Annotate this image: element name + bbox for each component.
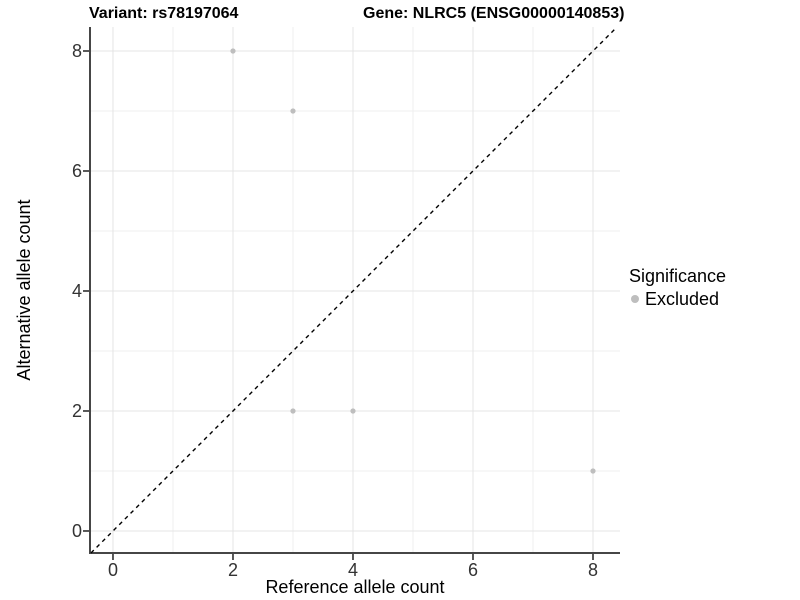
y-tick-label: 0 [72, 521, 82, 541]
y-tick-label: 6 [72, 161, 82, 181]
y-axis-title: Alternative allele count [14, 199, 34, 381]
x-axis-title: Reference allele count [265, 577, 445, 597]
legend-point-icon [631, 295, 639, 303]
data-point [290, 108, 296, 114]
y-tick-label: 2 [72, 401, 82, 421]
x-tick-label: 2 [228, 560, 238, 580]
plot-title-gene: Gene: NLRC5 (ENSG00000140853) [363, 5, 625, 22]
data-point [350, 408, 356, 414]
data-point [590, 468, 596, 474]
x-tick-label: 6 [468, 560, 478, 580]
data-point [290, 408, 296, 414]
plot-title-variant: Variant: rs78197064 [89, 5, 239, 22]
y-tick-label: 8 [72, 41, 82, 61]
y-tick-label: 4 [72, 281, 82, 301]
legend-item-label: Excluded [645, 289, 720, 309]
x-tick-label: 0 [108, 560, 118, 580]
identity-reference-line [90, 26, 618, 554]
legend-item-excluded: Excluded [629, 289, 726, 309]
legend: Significance Excluded [629, 266, 726, 309]
x-tick-label: 4 [348, 560, 358, 580]
legend-title: Significance [629, 266, 727, 286]
x-tick-label: 8 [588, 560, 598, 580]
data-point [230, 48, 236, 54]
